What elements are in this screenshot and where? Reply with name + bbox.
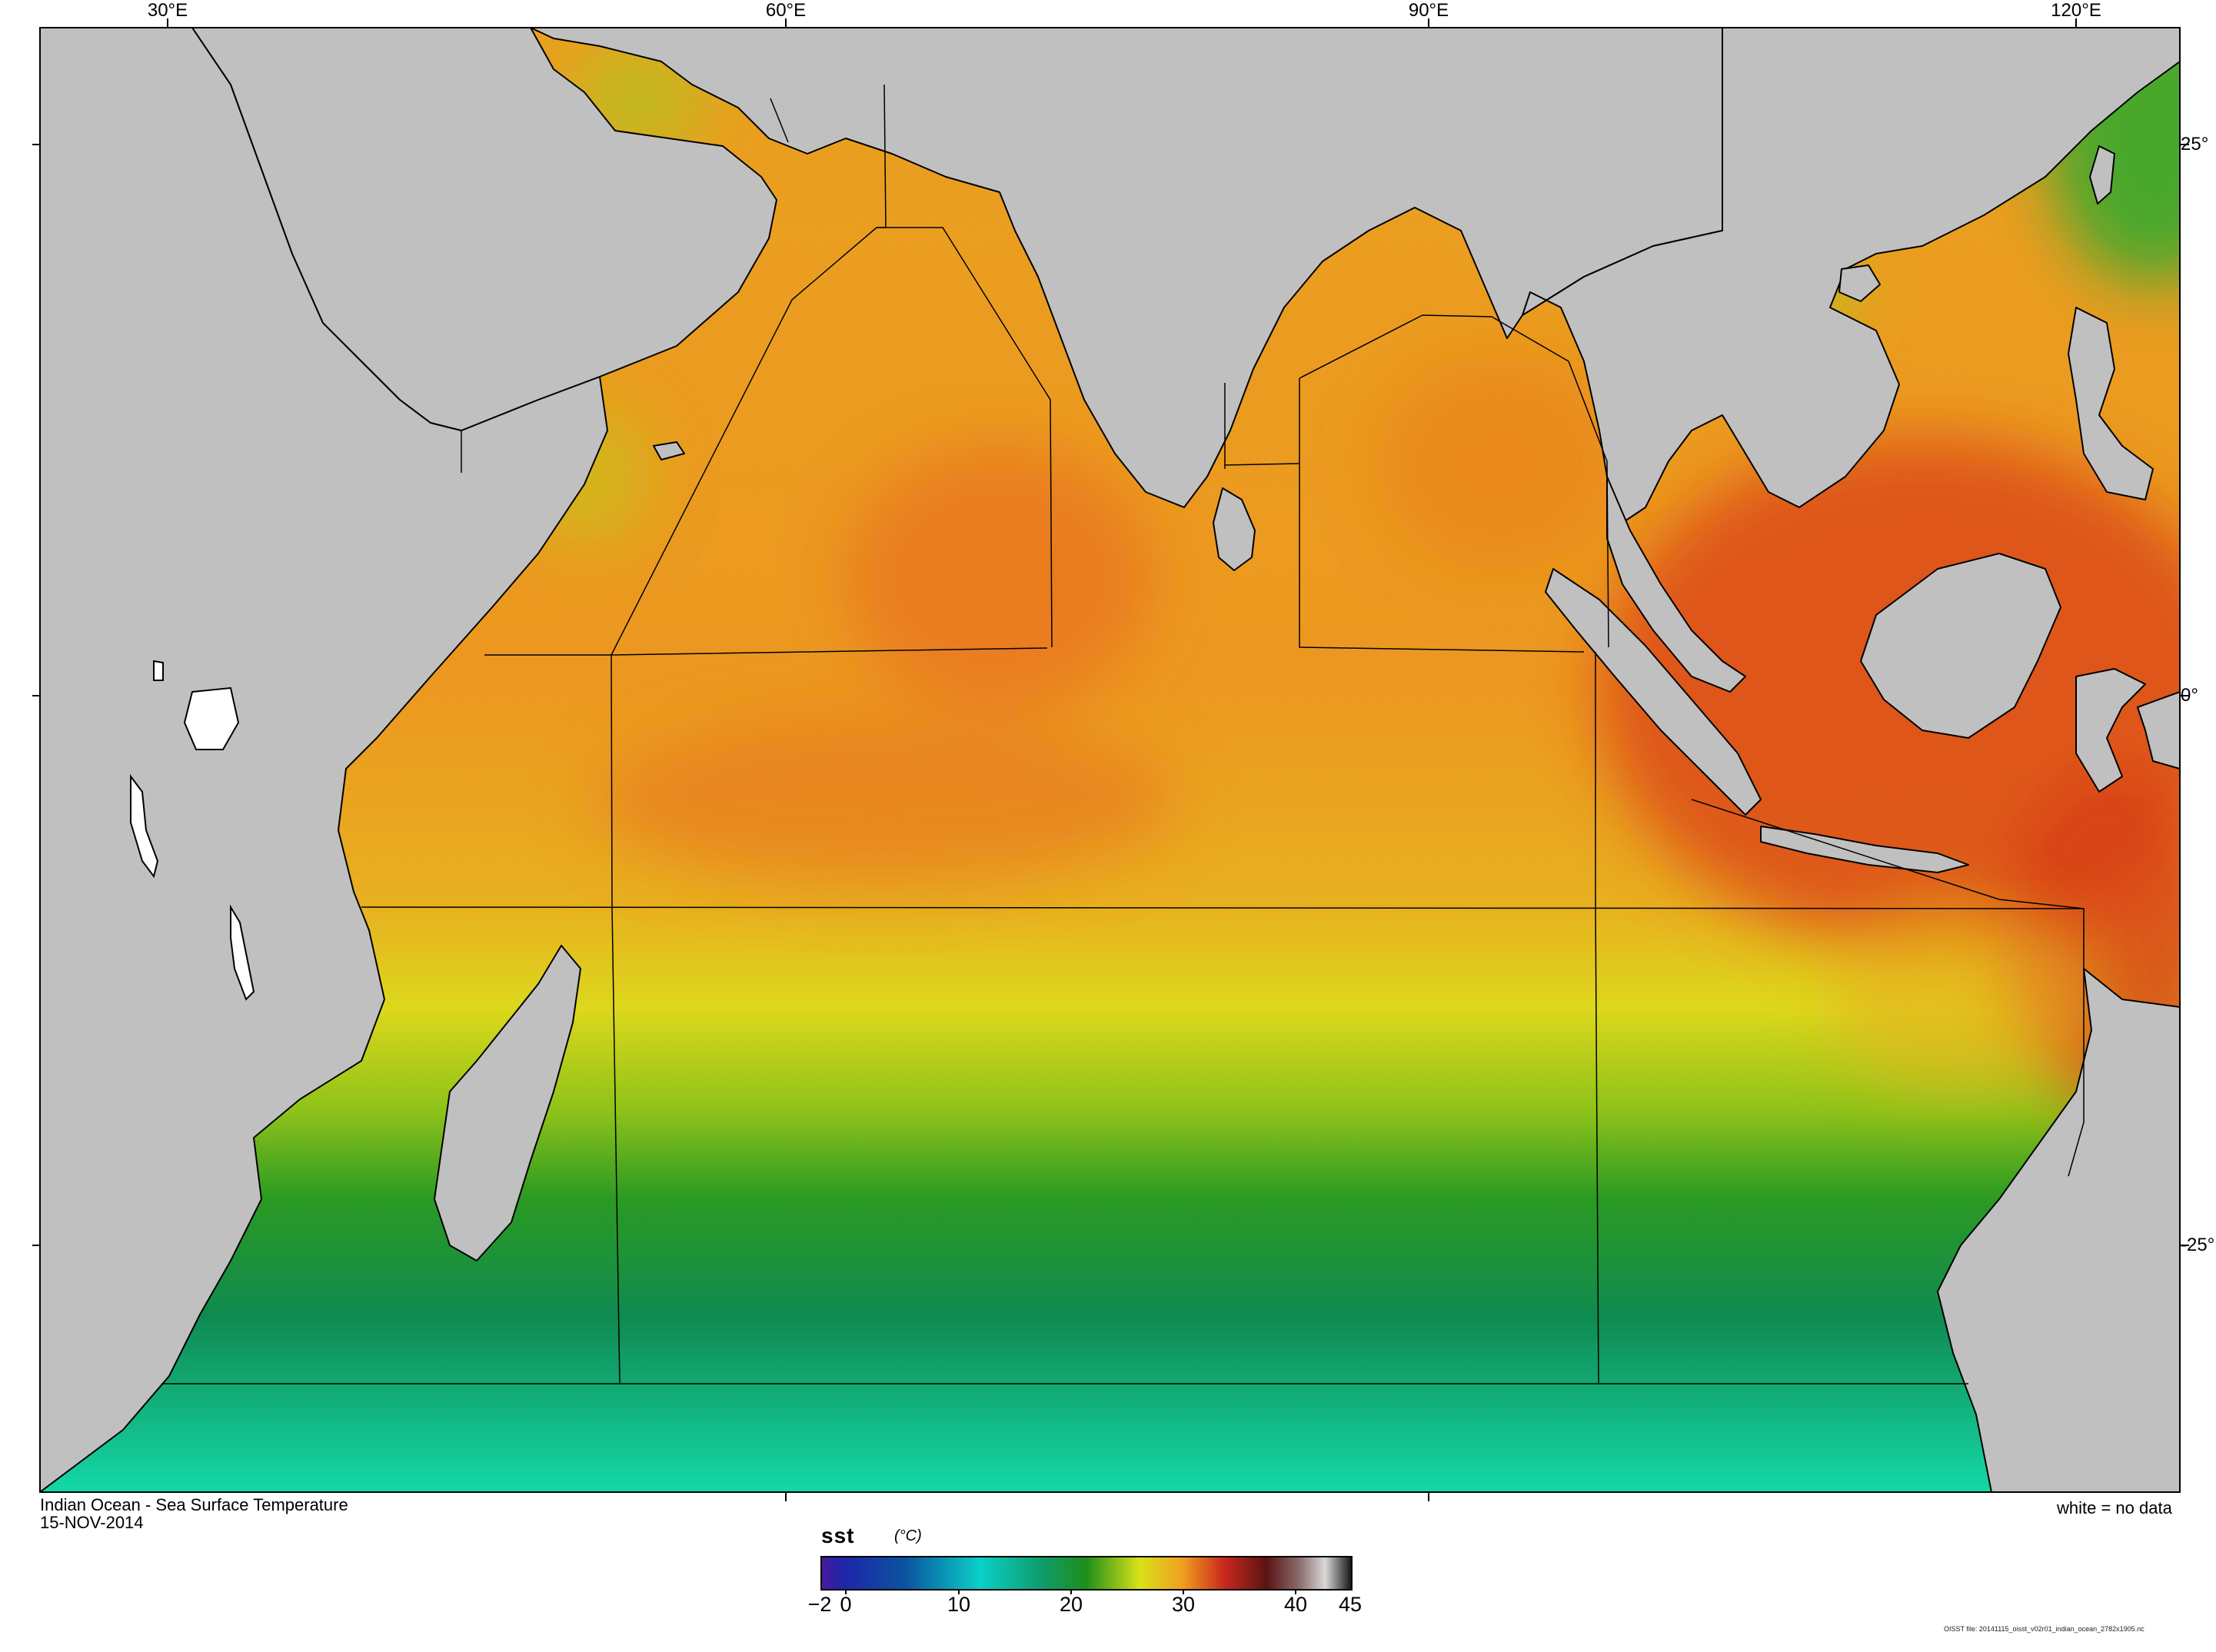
colorbar-tick-label: 45 <box>1338 1593 1363 1616</box>
lon-label-30e: 30°E <box>147 0 188 21</box>
no-data-areas <box>130 660 255 1001</box>
colorbar-units: (°C) <box>894 1527 922 1544</box>
map-title: Indian Ocean - Sea Surface Temperature <box>40 1495 348 1514</box>
lake-victoria <box>183 686 240 750</box>
colorbar-ticks <box>845 1590 1296 1594</box>
indochina-landmass <box>1522 28 2180 524</box>
map-frame <box>39 27 2181 1493</box>
lat-label-25s: -25° <box>2181 1235 2215 1255</box>
lon-label-120e: 120°E <box>2051 0 2101 21</box>
lat-label-25n: 25° <box>2181 134 2209 155</box>
colorbar-tick-label: 0 <box>840 1593 852 1616</box>
colorbar-tick-label: 30 <box>1171 1593 1196 1616</box>
lake-malawi <box>230 904 255 1001</box>
iran-south-asia-landmass <box>530 28 1723 508</box>
java <box>1760 826 1969 873</box>
lake-tanganyika <box>130 774 159 879</box>
lake-turkana <box>153 660 164 681</box>
eastern-islands <box>2137 691 2180 769</box>
borneo <box>1860 553 2061 739</box>
colorbar-tick-label: 40 <box>1283 1593 1308 1616</box>
colorbar-tick-label: 10 <box>947 1593 971 1616</box>
sulawesi <box>2075 668 2146 793</box>
malay-peninsula <box>1606 476 1746 693</box>
source-file-note: OISST file: 20141115_oisst_v02r01_indian… <box>1944 1625 2144 1633</box>
australia <box>1937 968 2180 1492</box>
lat-label-0: 0° <box>2181 685 2198 706</box>
lon-label-90e: 90°E <box>1408 0 1449 21</box>
colorbar-tick-label: −2 <box>807 1593 832 1616</box>
sst-colorbar <box>820 1556 1353 1591</box>
no-data-legend: white = no data <box>2057 1498 2172 1517</box>
madagascar <box>434 945 581 1261</box>
axis-ticks <box>32 18 2189 1501</box>
colorbar-variable: sst <box>821 1524 855 1547</box>
sri-lanka <box>1213 487 1256 571</box>
taiwan <box>2089 145 2115 204</box>
map-date: 15-NOV-2014 <box>40 1513 144 1532</box>
socotra <box>653 441 685 460</box>
region-boundaries <box>161 84 2085 1384</box>
land-masses <box>40 28 2180 1492</box>
sumatra <box>1545 568 1762 816</box>
philippines <box>2068 307 2154 500</box>
hainan <box>1838 264 1881 302</box>
lon-label-60e: 60°E <box>765 0 807 21</box>
colorbar-tick-label: 20 <box>1059 1593 1083 1616</box>
arabian-peninsula <box>191 28 777 431</box>
